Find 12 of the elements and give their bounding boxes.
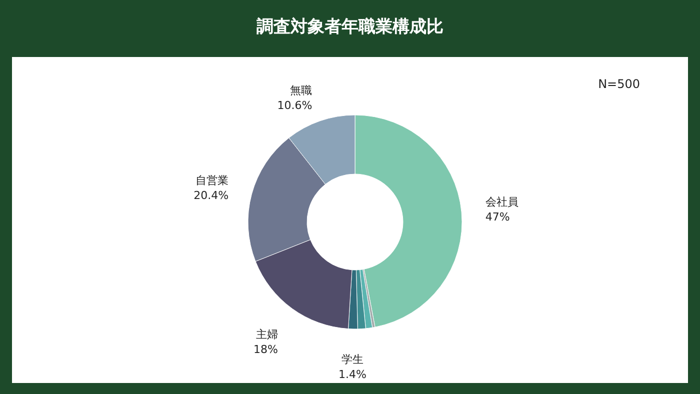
slice-label: 主婦 <box>256 328 278 341</box>
text: N=500 <box>598 77 640 91</box>
data-label: 10.6% <box>277 99 312 112</box>
data-label: 1.4% <box>338 368 367 381</box>
slice-label: 無職 <box>290 84 312 98</box>
slice-label: 会社員 <box>485 196 518 209</box>
chart-title: 調査対象者年職業構成比 <box>256 16 444 38</box>
data-label: 18% <box>254 342 278 356</box>
data-label: 47% <box>485 210 510 224</box>
slice-label: 自営業 <box>196 174 229 187</box>
slice-label: 学生 <box>342 352 364 366</box>
data-label: 20.4% <box>194 188 229 202</box>
